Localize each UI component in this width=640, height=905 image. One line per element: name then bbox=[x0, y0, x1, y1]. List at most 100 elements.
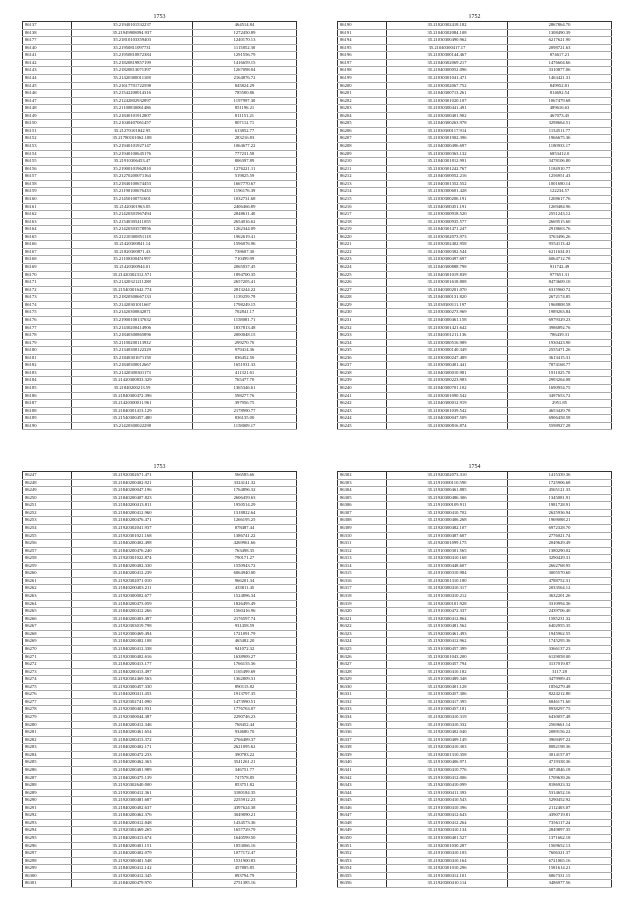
row-id: 86161 bbox=[22, 203, 72, 212]
row-id: 86173 bbox=[22, 293, 72, 302]
row-value: 4565121.33 bbox=[507, 486, 612, 495]
row-coordinate: 35.21820819857199 bbox=[71, 59, 193, 68]
row-coordinate: 35.21920301010.296 bbox=[386, 864, 508, 873]
table-row: 86188 35.21840301413.129 2178990.77 bbox=[22, 407, 297, 416]
row-id: 86221 bbox=[337, 240, 387, 249]
row-coordinate: 35.21920301021.168 bbox=[71, 532, 193, 541]
row-id: 86210 bbox=[337, 157, 387, 166]
row-coordinate: 35.21030300247.489 bbox=[386, 354, 508, 363]
row-coordinate: 35.21910300489.348 bbox=[386, 675, 508, 684]
table-row: 86304 35.21920300461.885 4565121.33 bbox=[337, 486, 612, 495]
row-coordinate: 35.21920300461.885 bbox=[386, 486, 508, 495]
row-value: 1473990.51 bbox=[192, 698, 297, 707]
row-value: 5290452.92 bbox=[507, 796, 612, 805]
row-id: 86154 bbox=[22, 150, 72, 159]
table-row: 86279 35.21920300044.387 2290746.23 bbox=[22, 713, 297, 722]
table-row: 86146 35.21542200014316 785500.86 bbox=[22, 89, 297, 98]
table-row: 86285 35.21840200462.363 3541261.21 bbox=[22, 758, 297, 767]
row-value: 1560416.96 bbox=[192, 607, 297, 616]
row-value: 1569652.13 bbox=[507, 842, 612, 851]
row-value: 7356117.24 bbox=[507, 819, 612, 828]
row-id: 86138 bbox=[22, 29, 72, 38]
table-row: 86212 35.21040300052.216 1256951.43 bbox=[337, 172, 612, 181]
table-row: 86251 35.21840200413.811 1950514.29 bbox=[22, 501, 297, 510]
row-id: 86304 bbox=[337, 486, 387, 495]
row-id: 86316 bbox=[337, 577, 387, 586]
row-id: 86309 bbox=[337, 524, 387, 533]
row-value: 1434573.36 bbox=[192, 819, 297, 828]
row-value: 8473609.10 bbox=[507, 278, 612, 287]
row-value: 2178990.77 bbox=[192, 407, 297, 416]
row-coordinate: 35.21840100674453 bbox=[71, 180, 193, 189]
row-id: 86291 bbox=[22, 804, 72, 813]
row-id: 86160 bbox=[22, 195, 72, 204]
table-row: 86316 35.21920301310.180 4788752.31 bbox=[337, 577, 612, 586]
row-coordinate: 35.21420301963.05 bbox=[71, 203, 193, 212]
row-coordinate: 35.21910300406.971 bbox=[386, 758, 508, 767]
row-id: 86241 bbox=[337, 392, 387, 401]
row-value: 519825.59 bbox=[192, 172, 297, 181]
row-id: 86298 bbox=[22, 857, 72, 866]
row-id: 86201 bbox=[337, 89, 387, 98]
row-coordinate: 35.21840200412.338 bbox=[71, 645, 193, 654]
row-id: 86295 bbox=[22, 834, 72, 843]
row-value: 1208617.76 bbox=[507, 195, 612, 204]
row-coordinate: 35.21920302469.563 bbox=[71, 675, 193, 684]
table-row: 86308 35.21920300406.268 1969088.21 bbox=[337, 516, 612, 525]
table-row: 86318 35.21910300410.212 3632201.26 bbox=[337, 592, 612, 601]
table-row: 86153 35.21940101927147 1064677.22 bbox=[22, 142, 297, 151]
table-row: 86151 35.21270101842.95 613852.77 bbox=[22, 127, 297, 136]
row-id: 86248 bbox=[22, 479, 72, 488]
row-value: 598277.76 bbox=[192, 392, 297, 401]
row-coordinate: 35.21840200412.239 bbox=[71, 569, 193, 578]
table-row: 86198 35.21040300052.096 3310877.06 bbox=[337, 66, 612, 75]
table-row: 86245 35.21030300816.874 5598927.28 bbox=[337, 422, 612, 431]
row-id: 86339 bbox=[337, 751, 387, 760]
row-coordinate: 35.21840101912807 bbox=[71, 112, 193, 121]
table-row: 86201 35.21040300713.261 814692.54 bbox=[337, 89, 612, 98]
row-coordinate: 35.21030300144.467 bbox=[386, 51, 508, 60]
table-row: 86309 35.21920300482.107 6972328.70 bbox=[337, 524, 612, 533]
row-value: 765477.70 bbox=[192, 376, 297, 385]
row-id: 86203 bbox=[337, 104, 387, 113]
row-coordinate: 35.21920303019.798 bbox=[71, 622, 193, 631]
table-row: 86173 35.21820300667133 1139259.79 bbox=[22, 293, 297, 302]
row-value: 467073.45 bbox=[507, 112, 612, 121]
table-row: 86327 35.21910300457.794 3137019.87 bbox=[337, 660, 612, 669]
row-id: 86175 bbox=[22, 308, 72, 317]
row-value: 979414.36 bbox=[192, 346, 297, 355]
row-coordinate: 35.21840200402.171 bbox=[71, 743, 193, 752]
row-value: 1550943.72 bbox=[192, 562, 297, 571]
row-id: 86275 bbox=[22, 683, 72, 692]
row-id: 86280 bbox=[22, 721, 72, 730]
row-id: 86356 bbox=[337, 879, 387, 888]
row-coordinate: 35.21040300713.261 bbox=[386, 89, 508, 98]
table-row: 86283 35.21840200402.171 2621095.62 bbox=[22, 743, 297, 752]
row-id: 86197 bbox=[337, 59, 387, 68]
row-value: 2669515.60 bbox=[507, 218, 612, 227]
row-coordinate: 35.21420300944.01 bbox=[71, 263, 193, 272]
table-row: 86319 35.21920300101.928 3310994.36 bbox=[337, 600, 612, 609]
row-value: 806397.89 bbox=[192, 157, 297, 166]
row-value: 851196.21 bbox=[192, 104, 297, 113]
row-coordinate: 35.21840200472.233 bbox=[71, 751, 193, 760]
row-id: 86336 bbox=[337, 728, 387, 737]
table-row: 86195 35.21040300417.17 2098721.63 bbox=[337, 44, 612, 53]
row-coordinate: 35.21030300223.983 bbox=[386, 376, 508, 385]
row-id: 86199 bbox=[337, 74, 387, 83]
row-id: 86177 bbox=[22, 324, 72, 333]
row-value: 1134511.77 bbox=[507, 127, 612, 136]
row-value: 1764896.32 bbox=[192, 486, 297, 495]
row-value: 1950514.29 bbox=[192, 501, 297, 510]
row-value: 1416659.15 bbox=[192, 59, 297, 68]
table-row: 86174 35.21420301011667 1798249.15 bbox=[22, 301, 297, 310]
table-row: 86343 35.21920300410.099 8186923.32 bbox=[337, 781, 612, 790]
table-row: 86165 35.21210300851118 1962619.41 bbox=[22, 233, 297, 242]
row-coordinate: 35.21920300410.182 bbox=[386, 668, 508, 677]
row-coordinate: 35.21030300601.428 bbox=[386, 187, 508, 196]
row-coordinate: 35.21910300409.149 bbox=[386, 736, 508, 745]
table-row: 86322 35.21910300481.562 6402955.35 bbox=[337, 622, 612, 631]
table-row: 86248 35.21840200402.921 3324141.32 bbox=[22, 479, 297, 488]
row-coordinate: 35.21030300206.191 bbox=[386, 195, 508, 204]
row-coordinate: 35.21920300412.643 bbox=[386, 811, 508, 820]
